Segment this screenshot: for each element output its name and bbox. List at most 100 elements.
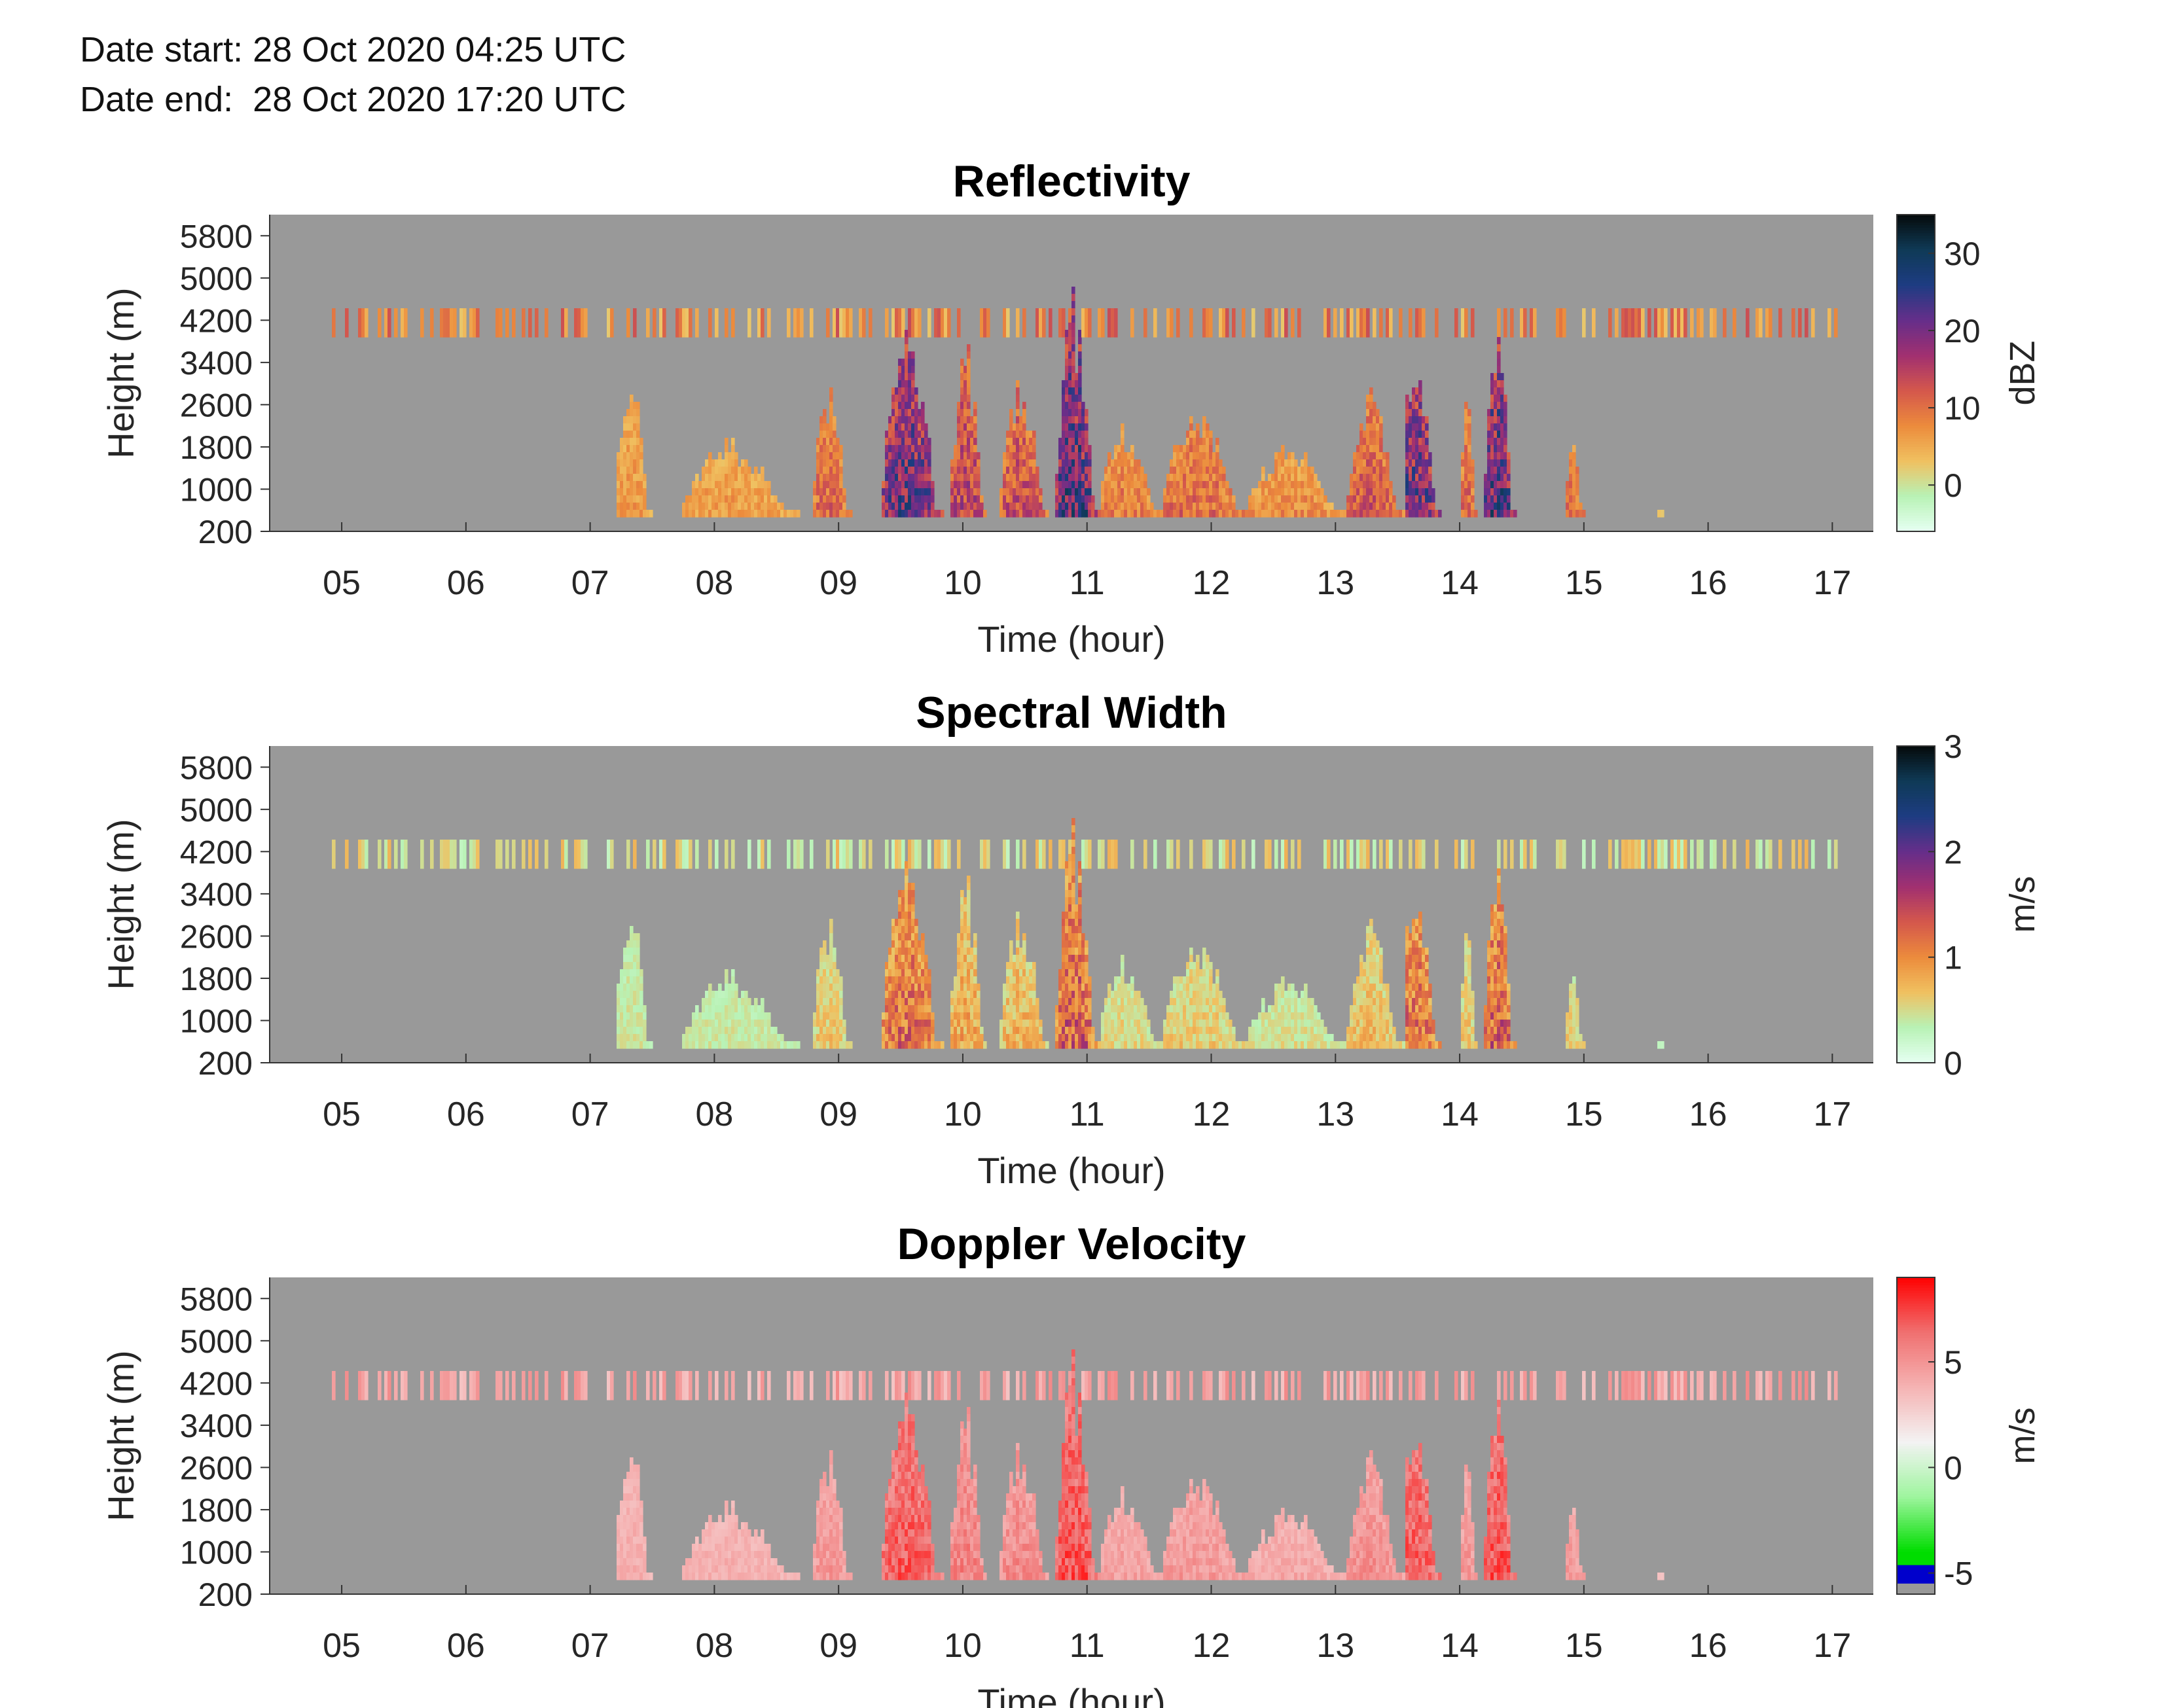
heatmap-cell (1409, 467, 1413, 474)
heatmap-cell (1016, 955, 1020, 963)
heatmap-cell (561, 308, 565, 316)
heatmap-cell (1111, 854, 1115, 862)
heatmap-cell (1075, 940, 1079, 948)
heatmap-cell (682, 840, 686, 847)
heatmap-cell (584, 840, 588, 847)
heatmap-cell (770, 510, 774, 518)
heatmap-cell (963, 904, 967, 912)
heatmap-cell (1500, 481, 1504, 489)
heatmap-cell (891, 474, 895, 482)
heatmap-cell (826, 467, 830, 474)
heatmap-cell (826, 481, 830, 489)
heatmap-cell (1428, 467, 1432, 474)
heatmap-cell (1202, 495, 1206, 503)
heatmap-cell (1566, 495, 1570, 503)
heatmap-cell (895, 840, 899, 847)
heatmap-cell (358, 847, 362, 855)
heatmap-cell (1376, 481, 1380, 489)
colorbar-segment (1897, 359, 1935, 363)
heatmap-cell (1121, 452, 1125, 460)
heatmap-cell (1467, 488, 1471, 496)
heatmap-cell (1507, 503, 1511, 510)
heatmap-cell (1016, 1020, 1020, 1027)
heatmap-cell (1078, 452, 1082, 460)
heatmap-cell (751, 474, 755, 482)
heatmap-cell (581, 861, 585, 869)
heatmap-cell (823, 474, 827, 482)
heatmap-cell (1202, 315, 1206, 323)
heatmap-cell (921, 416, 925, 424)
heatmap-cell (1199, 495, 1203, 503)
heatmap-cell (1310, 503, 1314, 510)
heatmap-cell (401, 847, 405, 855)
heatmap-cell (747, 308, 751, 316)
colorbar-segment (1897, 528, 1935, 532)
heatmap-cell (882, 1012, 886, 1020)
heatmap-cell (911, 323, 915, 330)
heatmap-cell (545, 330, 549, 338)
heatmap-cell (731, 315, 735, 323)
heatmap-cell (914, 948, 918, 955)
heatmap-cell (977, 1041, 981, 1049)
heatmap-cell (1461, 323, 1465, 330)
heatmap-cell (1487, 495, 1491, 503)
heatmap-cell (839, 510, 843, 518)
heatmap-cell (829, 474, 833, 482)
heatmap-cell (901, 380, 905, 388)
heatmap-cell (1471, 323, 1475, 330)
heatmap-cell (731, 840, 735, 847)
heatmap-cell (1042, 510, 1046, 518)
heatmap-cell (1268, 315, 1272, 323)
heatmap-cell (1013, 481, 1017, 489)
heatmap-cell (901, 488, 905, 496)
heatmap-cell (1019, 1005, 1023, 1013)
heatmap-cell (1359, 467, 1363, 474)
heatmap-cell (1114, 445, 1118, 453)
heatmap-cell (908, 962, 912, 970)
heatmap-cell (1170, 510, 1174, 518)
heatmap-cell (358, 861, 362, 869)
heatmap-cell (738, 1027, 742, 1035)
heatmap-cell (826, 323, 830, 330)
heatmap-cell (918, 1020, 922, 1027)
heatmap-cell (1016, 416, 1020, 424)
heatmap-cell (731, 1027, 735, 1035)
heatmap-cell (1274, 467, 1278, 474)
heatmap-cell (963, 969, 967, 977)
heatmap-cell (365, 840, 369, 847)
heatmap-cell (895, 481, 899, 489)
heatmap-cell (659, 308, 663, 316)
heatmap-cell (927, 976, 931, 984)
heatmap-cell (1157, 510, 1161, 518)
heatmap-cell (420, 315, 424, 323)
heatmap-cell (679, 854, 683, 862)
colorbar-segment (1897, 407, 1935, 411)
heatmap-cell (1019, 998, 1023, 1006)
heatmap-cell (960, 1020, 964, 1027)
heatmap-cell (810, 323, 814, 330)
heatmap-cell (718, 1041, 722, 1049)
heatmap-cell (1101, 854, 1105, 862)
heatmap-cell (1068, 1027, 1072, 1035)
heatmap-cell (833, 495, 837, 503)
heatmap-cell (1425, 431, 1429, 438)
heatmap-cell (977, 1020, 981, 1027)
heatmap-cell (1081, 948, 1085, 955)
heatmap-cell (1111, 991, 1115, 999)
heatmap-cell (1085, 330, 1089, 338)
heatmap-cell (1022, 308, 1026, 316)
heatmap-cell (1022, 1041, 1026, 1049)
heatmap-cell (1124, 452, 1128, 460)
heatmap-cell (561, 323, 565, 330)
heatmap-cell (869, 847, 873, 855)
heatmap-cell (610, 323, 614, 330)
heatmap-cell (1373, 409, 1377, 417)
heatmap-cell (581, 323, 585, 330)
heatmap-cell (905, 409, 909, 417)
heatmap-cell (1173, 481, 1177, 489)
heatmap-cell (738, 1012, 742, 1020)
heatmap-cell (1117, 976, 1121, 984)
heatmap-cell (1467, 474, 1471, 482)
heatmap-cell (960, 912, 964, 919)
heatmap-cell (1091, 1027, 1095, 1035)
